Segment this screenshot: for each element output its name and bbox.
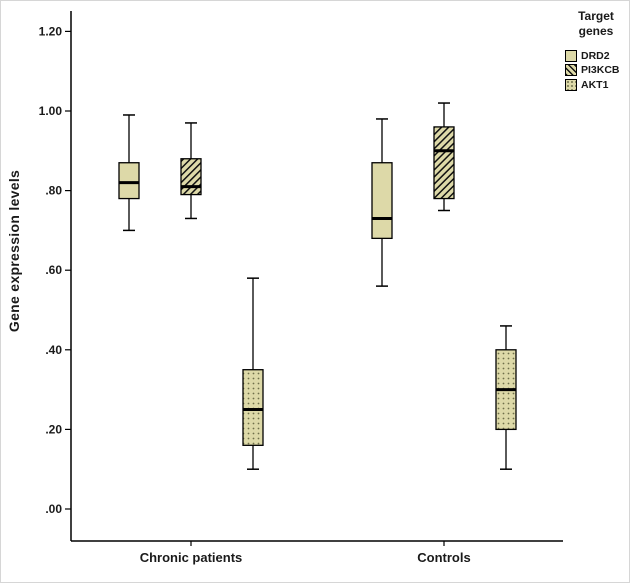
legend-entry: AKT1	[565, 78, 620, 91]
legend: Target genes DRD2 PI3KCB AKT1	[565, 9, 627, 93]
legend-swatch-pi3kcb	[565, 64, 577, 76]
legend-label: PI3KCB	[581, 64, 620, 76]
legend-swatch-drd2	[565, 49, 577, 62]
box-akt1-chronic	[242, 277, 264, 470]
legend-label: DRD2	[581, 49, 610, 62]
box-drd2-chronic	[118, 114, 140, 232]
legend-swatch-akt1	[565, 78, 577, 91]
y-tick-label: 1.20	[39, 24, 63, 38]
legend-entry: PI3KCB	[565, 64, 620, 76]
y-tick-label: .00	[45, 502, 62, 516]
legend-label: AKT1	[581, 78, 609, 91]
y-tick-label: .80	[45, 184, 62, 198]
x-category-label: Chronic patients	[140, 550, 243, 565]
box-pi3kcb-controls	[433, 102, 455, 212]
box-drd2-controls	[371, 118, 393, 287]
y-tick-label: 1.00	[39, 104, 63, 118]
box-akt1-controls	[495, 325, 517, 470]
legend-entries: DRD2 PI3KCB AKT1	[565, 47, 620, 93]
y-tick-label: .20	[45, 422, 62, 436]
y-tick-label: .40	[45, 343, 62, 357]
x-category-label: Controls	[417, 550, 470, 565]
legend-entry: DRD2	[565, 49, 620, 62]
y-axis-title: Gene expression levels	[6, 170, 22, 332]
y-tick-label: .60	[45, 263, 62, 277]
box-pi3kcb-chronic	[180, 122, 202, 220]
legend-title: Target genes	[578, 9, 614, 38]
